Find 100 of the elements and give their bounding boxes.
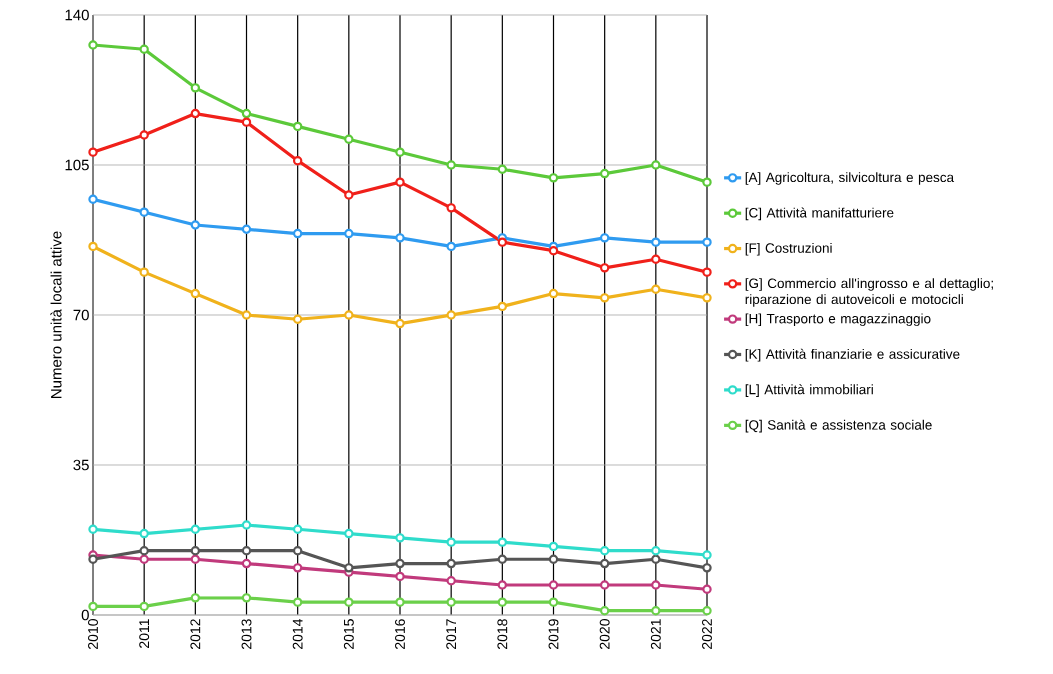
point [599, 263, 610, 273]
point [702, 550, 712, 560]
point [599, 558, 610, 569]
point [548, 173, 559, 183]
point [497, 580, 508, 590]
x-tick-label: 2020 [599, 619, 610, 649]
point [651, 546, 661, 556]
point [88, 601, 98, 612]
point [651, 606, 661, 616]
point [241, 520, 252, 530]
point [702, 237, 712, 247]
point [241, 593, 252, 603]
point [651, 580, 661, 590]
point [446, 558, 456, 569]
point [395, 571, 405, 582]
point [446, 203, 456, 213]
point [651, 237, 661, 247]
point [548, 541, 559, 552]
point [139, 267, 149, 277]
point [344, 228, 354, 239]
point [395, 318, 405, 329]
x-tick-label: 2018 [497, 619, 508, 649]
point [88, 40, 98, 50]
y-tick-label: 70 [73, 309, 89, 321]
point [599, 293, 610, 303]
point [446, 241, 456, 252]
point [395, 233, 405, 243]
point [599, 606, 610, 616]
point [548, 288, 559, 299]
point [190, 546, 201, 556]
point [139, 130, 149, 140]
point [190, 83, 201, 93]
point [241, 117, 252, 127]
y-tick-label: 140 [65, 9, 89, 21]
point [88, 147, 98, 157]
point [497, 237, 508, 247]
point [651, 160, 661, 170]
point [497, 537, 508, 547]
point [88, 554, 98, 564]
point [497, 164, 508, 174]
legend-label: [L] Attività immobiliari [745, 384, 873, 397]
point [497, 554, 508, 564]
point [395, 177, 405, 187]
point [344, 563, 354, 573]
point [139, 44, 149, 54]
point [139, 207, 149, 217]
legend-label: [H] Trasporto e magazzinaggio [745, 313, 931, 327]
legend-label: [Q] Sanità e assistenza sociale [745, 419, 932, 433]
point [446, 576, 456, 586]
point [446, 160, 456, 170]
y-axis-title: Numero unità locali attive [50, 231, 62, 398]
point [395, 597, 405, 607]
point [344, 528, 354, 539]
point [292, 228, 303, 239]
point [190, 554, 201, 564]
point [344, 190, 354, 200]
x-tick-label: 2022 [702, 619, 712, 649]
point [702, 177, 712, 187]
point [344, 310, 354, 320]
point [292, 314, 303, 324]
x-tick-label: 2021 [650, 619, 661, 649]
point [190, 220, 201, 230]
point [651, 554, 661, 564]
legend-label: [F] Costruzioni [745, 242, 832, 256]
x-tick-label: 2019 [548, 619, 559, 649]
legend-label: [C] Attività manifatturiere [745, 207, 894, 221]
point [702, 606, 712, 616]
point [344, 597, 354, 607]
point [241, 546, 252, 556]
point [599, 546, 610, 556]
point [702, 563, 712, 573]
point [88, 241, 98, 252]
point [344, 134, 354, 144]
point [599, 233, 610, 243]
point [446, 310, 456, 320]
point [88, 524, 98, 534]
point [395, 147, 405, 157]
point [599, 580, 610, 590]
point [702, 293, 712, 303]
point [395, 533, 405, 543]
legend-label: [G] Commercio all'ingrosso e al dettaglio; riparazione di autoveicoli e motocicli [745, 278, 993, 307]
x-tick-label: 2017 [446, 619, 457, 649]
point [702, 267, 712, 277]
point [241, 224, 252, 234]
point [702, 584, 712, 594]
point [395, 558, 405, 569]
point [241, 558, 252, 569]
point [446, 597, 456, 607]
x-tick-label: 2011 [139, 619, 150, 648]
point [548, 597, 559, 607]
point [548, 246, 559, 256]
point [241, 108, 252, 119]
point [139, 528, 149, 539]
point [497, 597, 508, 607]
point [548, 554, 559, 564]
point [139, 546, 149, 556]
point [88, 194, 98, 204]
point [190, 108, 201, 119]
x-tick-label: 2014 [292, 618, 303, 649]
point [292, 121, 303, 132]
